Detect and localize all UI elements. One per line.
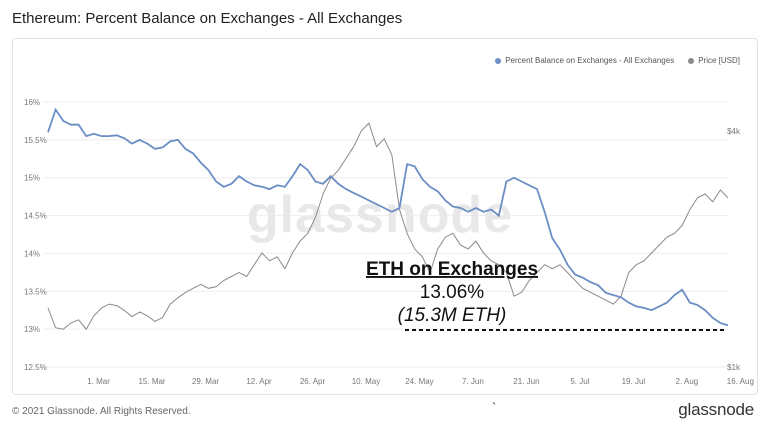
y-left-tick-label: 13.5% xyxy=(24,287,47,296)
x-tick-label: 7. Jun xyxy=(462,377,484,386)
y-right-tick-label: $1k xyxy=(727,363,741,372)
x-tick-label: 5. Jul xyxy=(570,377,589,386)
x-tick-label: 2. Aug xyxy=(676,377,699,386)
y-right-axis: $4k $1k xyxy=(727,127,741,372)
legend-label-balance: Percent Balance on Exchanges - All Excha… xyxy=(505,56,675,65)
x-tick-label: 19. Jul xyxy=(622,377,646,386)
annotation-percent: 13.06% xyxy=(420,282,485,303)
brand-logo-text: glassnode xyxy=(678,400,754,419)
grid-layer xyxy=(44,101,728,368)
x-tick-label: 15. Mar xyxy=(138,377,165,386)
x-tick-label: 16. Aug xyxy=(727,377,754,386)
legend-item-price[interactable]: Price [USD] xyxy=(688,56,740,65)
x-tick-label: 29. Mar xyxy=(192,377,219,386)
watermark-text: glassnode xyxy=(247,186,513,244)
x-tick-label: 24. May xyxy=(405,377,433,386)
y-right-tick-label: $4k xyxy=(727,127,741,136)
chart-panel xyxy=(12,38,758,395)
y-left-tick-label: 12.5% xyxy=(24,363,47,372)
stray-mark: ` xyxy=(492,400,497,415)
y-left-tick-label: 16% xyxy=(24,98,40,107)
x-tick-label: 26. Apr xyxy=(300,377,326,386)
y-left-axis: 16% 15.5% 15% 14.5% 14% 13.5% 13% 12.5% xyxy=(24,98,47,372)
copyright-text: © 2021 Glassnode. All Rights Reserved. xyxy=(12,406,191,417)
legend-dot-balance xyxy=(495,57,502,64)
y-left-tick-label: 14.5% xyxy=(24,212,47,221)
series-line-price xyxy=(47,122,729,331)
x-tick-label: 1. Mar xyxy=(87,377,110,386)
y-left-tick-label: 15.5% xyxy=(24,136,47,145)
y-left-tick-label: 14% xyxy=(24,249,40,258)
x-tick-label: 10. May xyxy=(352,377,380,386)
annotation-title: ETH on Exchanges xyxy=(366,259,538,280)
chart-legend: Percent Balance on Exchanges - All Excha… xyxy=(495,56,740,65)
series-line-balance xyxy=(47,107,729,327)
chart-title: Ethereum: Percent Balance on Exchanges -… xyxy=(12,10,403,27)
y-left-tick-label: 15% xyxy=(24,174,40,183)
x-tick-label: 21. Jun xyxy=(513,377,539,386)
x-axis: 1. Mar 15. Mar 29. Mar 12. Apr 26. Apr 10. Ma… xyxy=(87,377,754,386)
annotation-eth-amount: (15.3M ETH) xyxy=(398,305,507,326)
legend-label-price: Price [USD] xyxy=(698,56,740,65)
y-left-tick-label: 13% xyxy=(24,325,40,334)
legend-dot-price xyxy=(688,57,695,64)
x-tick-label: 12. Apr xyxy=(246,377,272,386)
legend-item-balance[interactable]: Percent Balance on Exchanges - All Excha… xyxy=(495,56,674,65)
